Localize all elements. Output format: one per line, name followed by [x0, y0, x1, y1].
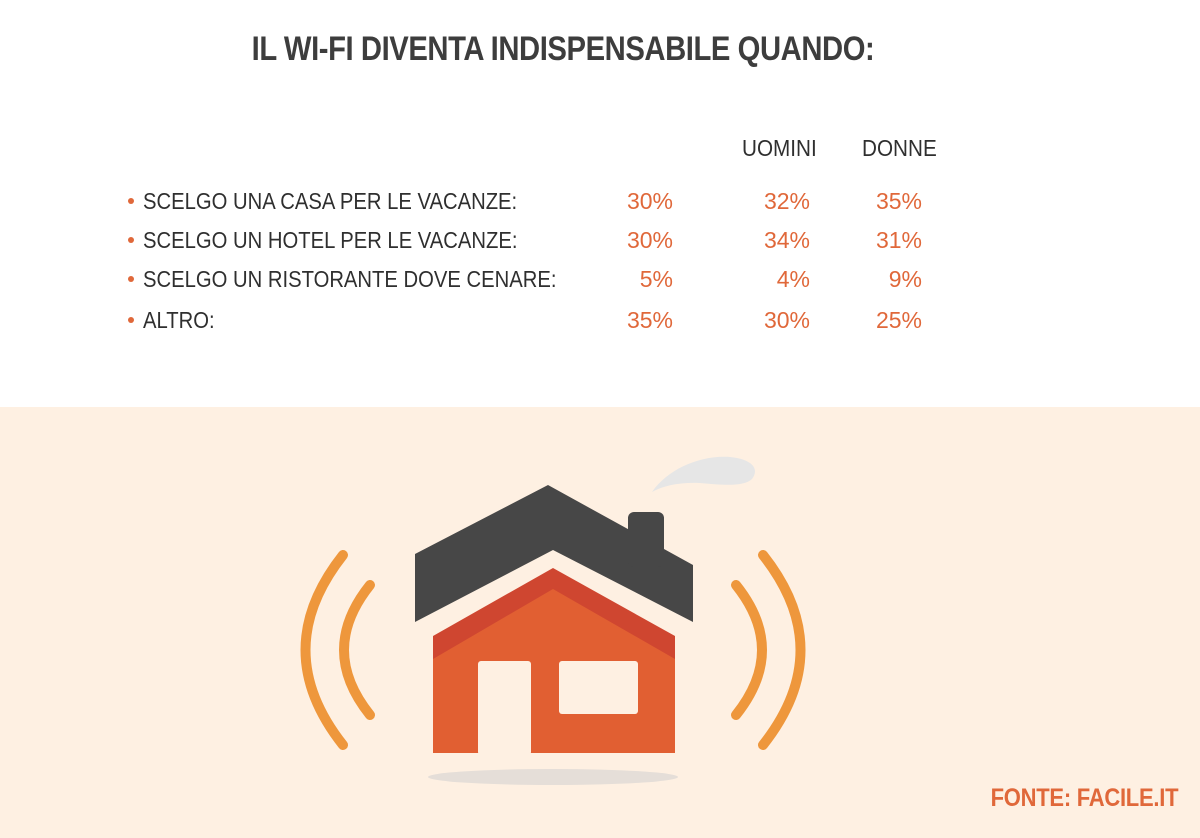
- bullet-icon: [128, 317, 134, 323]
- column-header-donne: DONNE: [862, 135, 937, 161]
- signal-arc-right-outer: [758, 550, 806, 750]
- illustration-panel: FONTE: FACILE.IT: [0, 407, 1200, 838]
- row-label: SCELGO UNA CASA PER LE VACANZE:: [143, 188, 518, 214]
- value-uomini: 34%: [763, 227, 810, 253]
- table-row: ALTRO: 35% 30% 25%: [0, 304, 1200, 336]
- house-window: [559, 661, 638, 714]
- value-donne: 35%: [875, 188, 922, 214]
- value-uomini: 32%: [763, 188, 810, 214]
- wifi-house-icon: [300, 456, 806, 785]
- source-credit: FONTE: FACILE.IT: [990, 784, 1178, 812]
- row-label: SCELGO UN HOTEL PER LE VACANZE:: [143, 227, 518, 253]
- value-donne: 31%: [875, 227, 922, 253]
- table-row: SCELGO UNA CASA PER LE VACANZE: 30% 32% 35%: [0, 185, 1200, 217]
- house-roof: [415, 485, 693, 622]
- smoke-cloud-icon: [652, 456, 756, 492]
- signal-arc-left-outer: [300, 550, 348, 750]
- bullet-icon: [128, 198, 134, 204]
- house-shadow: [428, 769, 678, 785]
- row-label: ALTRO:: [143, 307, 215, 333]
- value-donne: 25%: [875, 307, 922, 333]
- value-donne: 9%: [888, 266, 922, 292]
- house-chimney: [628, 512, 664, 567]
- signal-arc-left-inner: [339, 580, 375, 720]
- house-gable-band: [433, 568, 675, 659]
- house-wall: [433, 573, 675, 753]
- bullet-icon: [128, 237, 134, 243]
- value-uomini: 4%: [776, 266, 810, 292]
- page-title: IL WI-FI DIVENTA INDISPENSABILE QUANDO:: [251, 30, 875, 68]
- bullet-icon: [128, 276, 134, 282]
- value-totale: 5%: [639, 266, 673, 292]
- table-row: SCELGO UN RISTORANTE DOVE CENARE: 5% 4% 9%: [0, 263, 1200, 295]
- value-uomini: 30%: [763, 307, 810, 333]
- signal-arc-right-inner: [731, 580, 767, 720]
- house-door: [478, 661, 531, 755]
- value-totale: 30%: [626, 227, 673, 253]
- column-header-uomini: UOMINI: [742, 135, 817, 161]
- row-label: SCELGO UN RISTORANTE DOVE CENARE:: [143, 266, 557, 292]
- table-row: SCELGO UN HOTEL PER LE VACANZE: 30% 34% 31%: [0, 224, 1200, 256]
- value-totale: 35%: [626, 307, 673, 333]
- value-totale: 30%: [626, 188, 673, 214]
